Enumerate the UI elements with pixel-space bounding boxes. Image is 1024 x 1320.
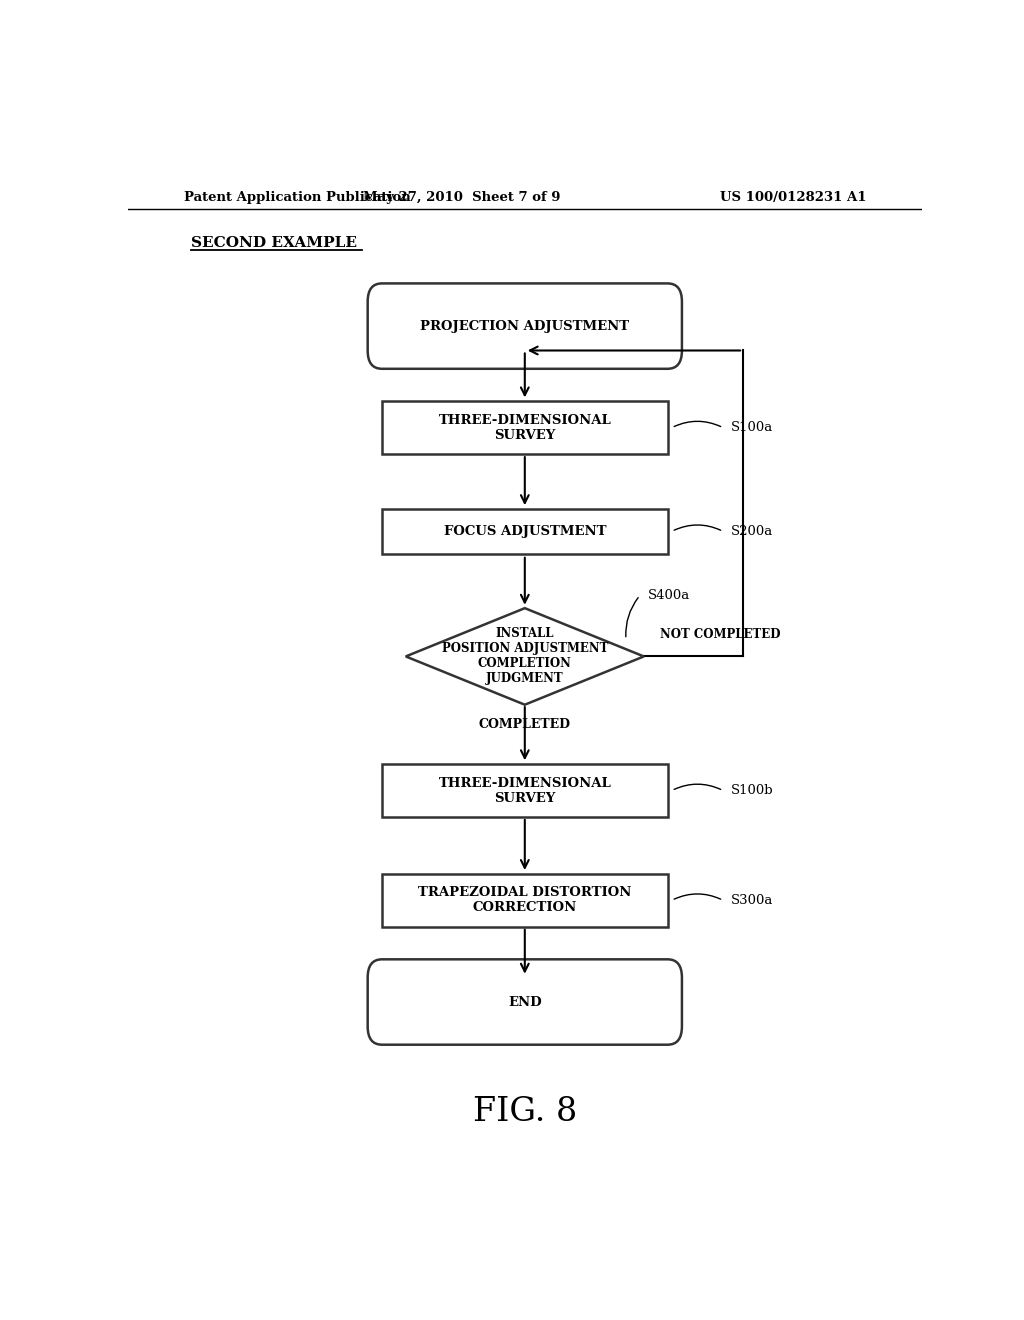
Text: THREE-DIMENSIONAL
SURVEY: THREE-DIMENSIONAL SURVEY — [438, 413, 611, 442]
FancyBboxPatch shape — [368, 960, 682, 1044]
Text: PROJECTION ADJUSTMENT: PROJECTION ADJUSTMENT — [420, 319, 630, 333]
Text: TRAPEZOIDAL DISTORTION
CORRECTION: TRAPEZOIDAL DISTORTION CORRECTION — [418, 886, 632, 915]
Text: THREE-DIMENSIONAL
SURVEY: THREE-DIMENSIONAL SURVEY — [438, 776, 611, 805]
Text: NOT COMPLETED: NOT COMPLETED — [659, 628, 780, 642]
Text: S100a: S100a — [731, 421, 773, 434]
Text: US 100/0128231 A1: US 100/0128231 A1 — [720, 190, 866, 203]
Text: COMPLETED: COMPLETED — [479, 718, 570, 731]
Bar — [382, 764, 668, 817]
Text: S300a: S300a — [731, 894, 773, 907]
Text: Patent Application Publication: Patent Application Publication — [183, 190, 411, 203]
Text: FOCUS ADJUSTMENT: FOCUS ADJUSTMENT — [443, 525, 606, 539]
Bar — [382, 508, 668, 554]
Text: May 27, 2010  Sheet 7 of 9: May 27, 2010 Sheet 7 of 9 — [362, 190, 560, 203]
Text: S400a: S400a — [648, 589, 690, 602]
Text: END: END — [508, 995, 542, 1008]
Text: S100b: S100b — [731, 784, 774, 797]
Bar — [382, 401, 668, 454]
Polygon shape — [406, 609, 644, 705]
Text: SECOND EXAMPLE: SECOND EXAMPLE — [191, 236, 357, 249]
Text: FIG. 8: FIG. 8 — [473, 1096, 577, 1127]
FancyBboxPatch shape — [368, 284, 682, 368]
Bar — [382, 874, 668, 927]
Text: INSTALL
POSITION ADJUSTMENT
COMPLETION
JUDGMENT: INSTALL POSITION ADJUSTMENT COMPLETION J… — [441, 627, 608, 685]
Text: S200a: S200a — [731, 525, 773, 539]
